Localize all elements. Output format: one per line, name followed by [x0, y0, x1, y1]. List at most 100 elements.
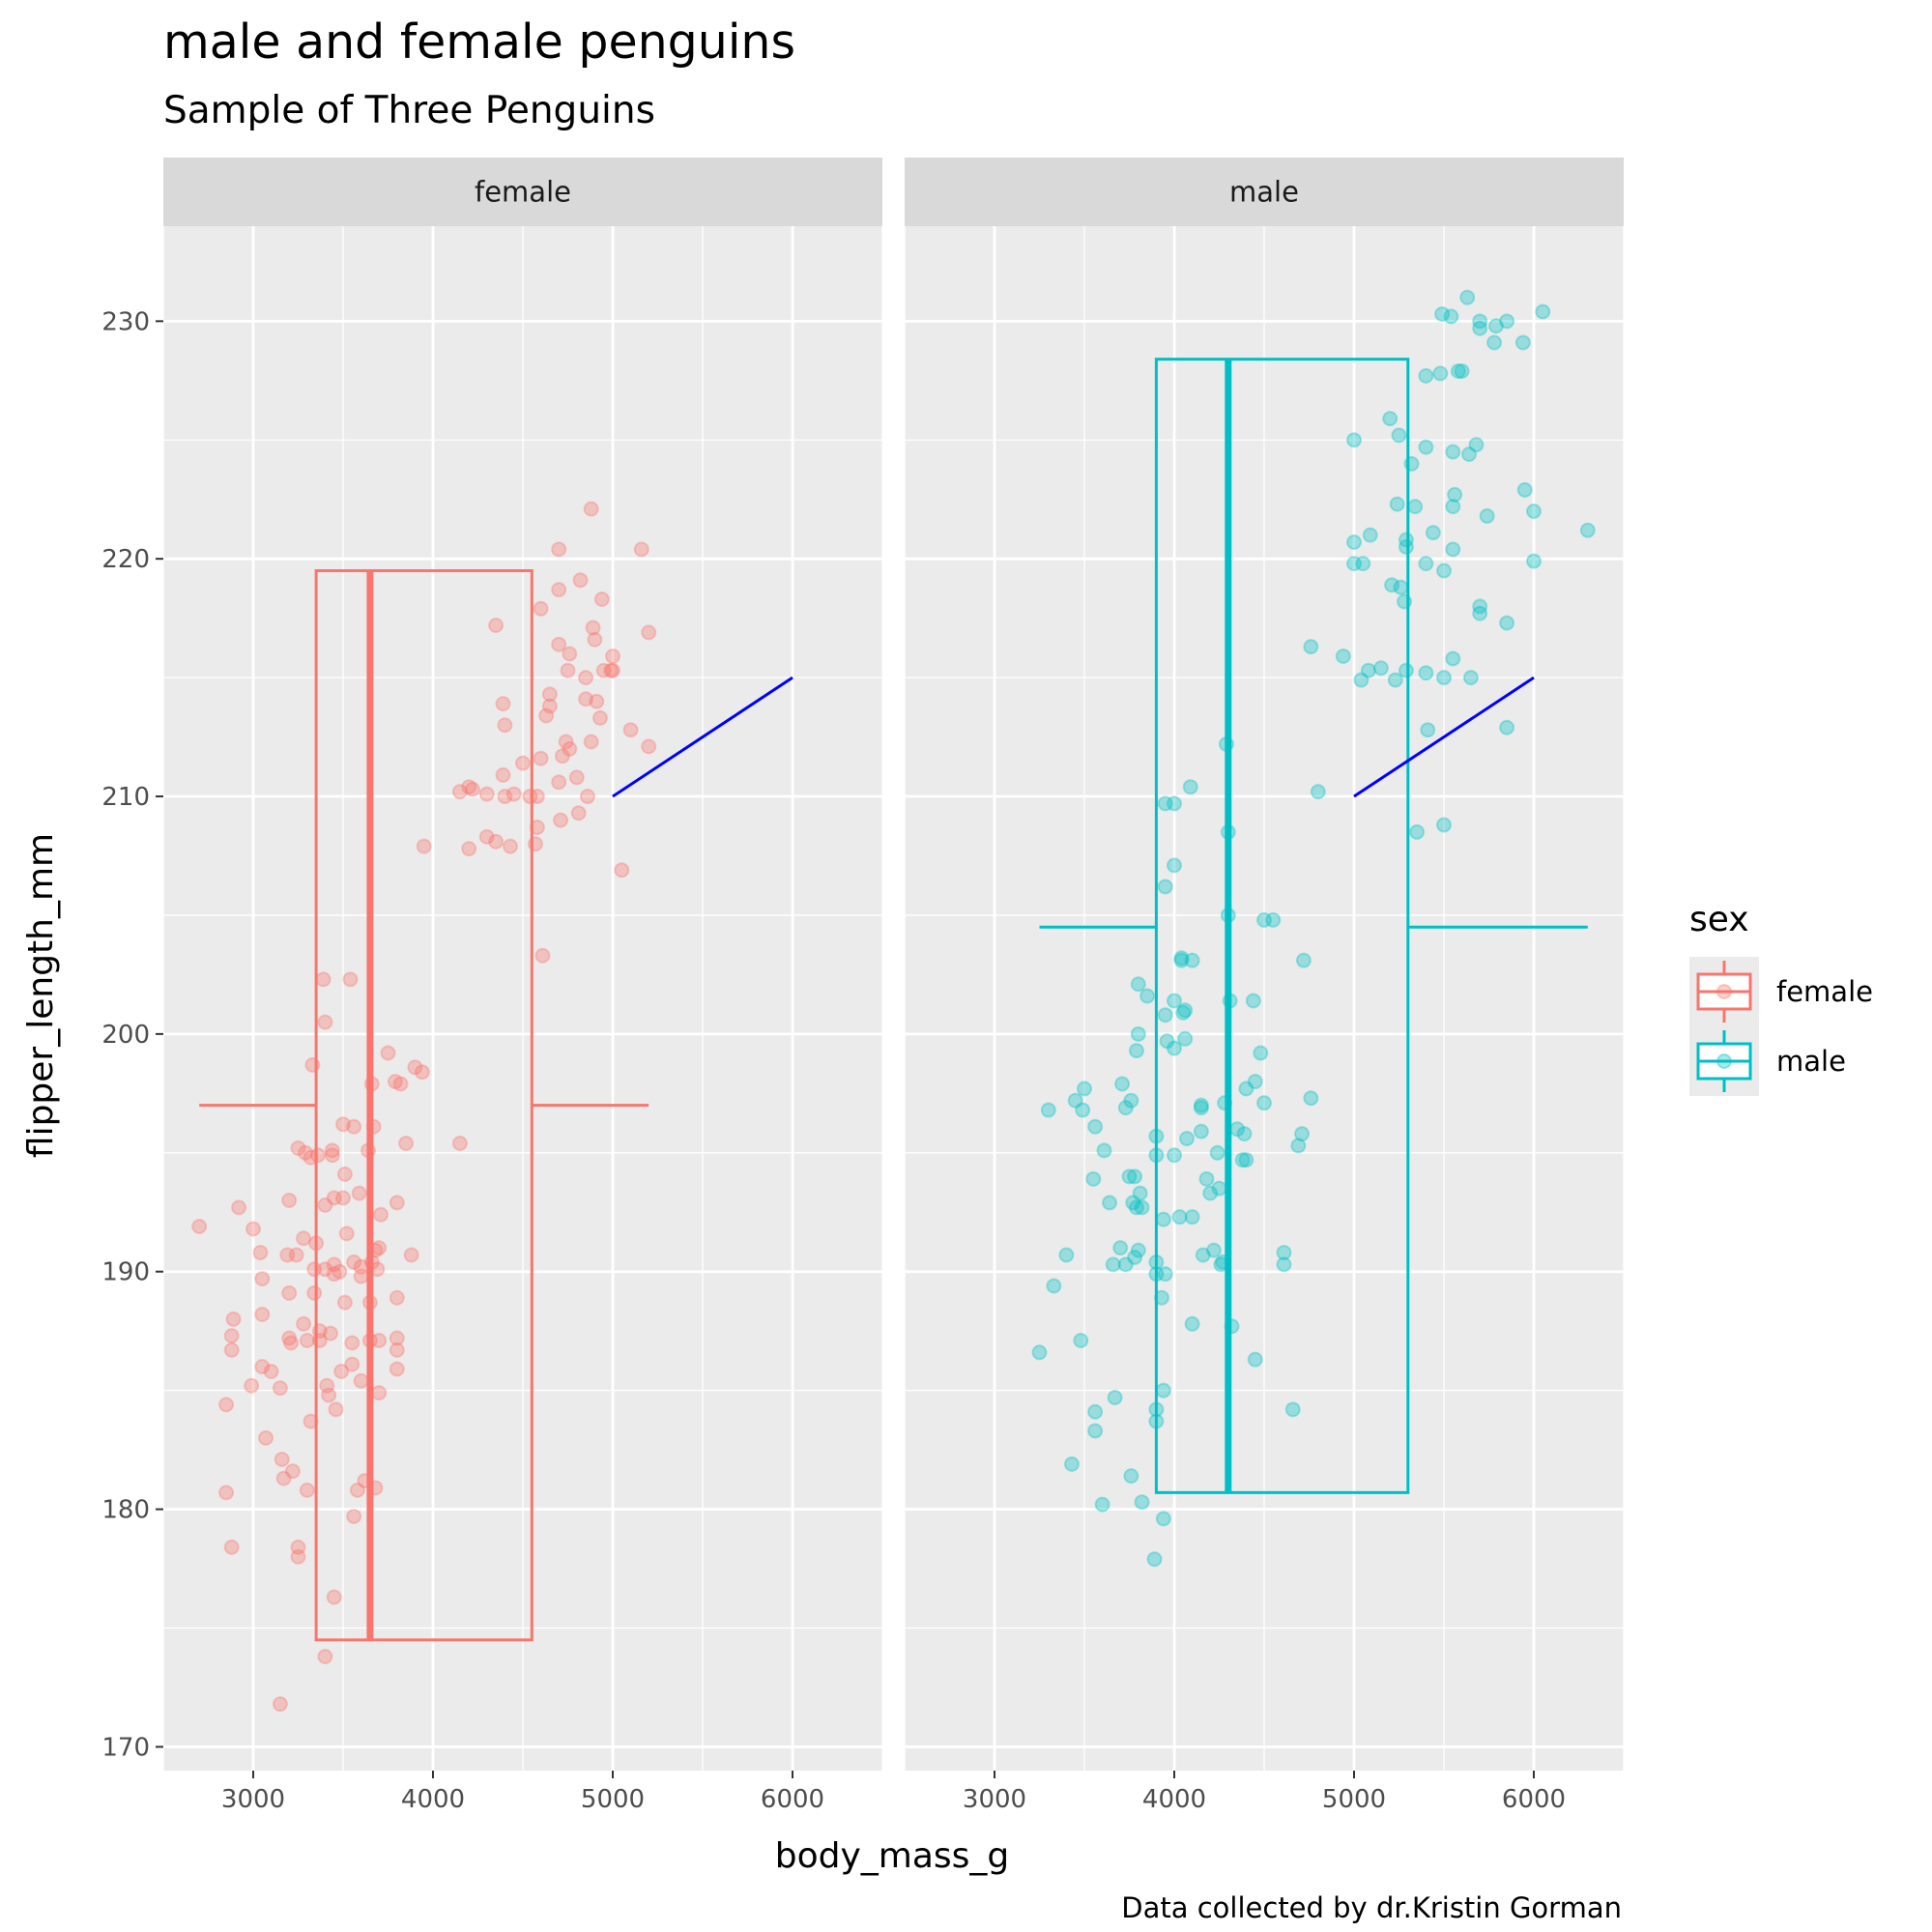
- data-point: [560, 662, 576, 678]
- data-point: [1209, 1144, 1226, 1161]
- data-point: [1130, 976, 1146, 993]
- data-point: [1353, 672, 1370, 688]
- x-axis-title: body_mass_g: [775, 1836, 1010, 1876]
- data-point: [1360, 662, 1376, 678]
- data-point: [502, 838, 518, 854]
- facet-panels: female 3000 4000 5000 6000 170 180 190 200 210 220…: [101, 158, 1625, 1814]
- data-point: [1175, 1004, 1192, 1021]
- data-point: [1462, 670, 1479, 686]
- data-point: [1459, 289, 1476, 305]
- data-point: [317, 1261, 333, 1278]
- data-point: [1087, 1118, 1104, 1135]
- data-point: [461, 779, 477, 795]
- data-point: [1155, 1382, 1171, 1399]
- data-point: [283, 1335, 300, 1351]
- data-point: [1355, 556, 1371, 572]
- data-point: [1245, 993, 1261, 1009]
- data-point: [1184, 1315, 1200, 1332]
- data-point: [591, 709, 608, 726]
- data-point: [324, 1142, 340, 1159]
- data-point: [1193, 1100, 1209, 1116]
- y-tick-label: 210: [101, 783, 150, 812]
- data-point: [1167, 993, 1182, 1009]
- scatter-points: [1031, 289, 1596, 1568]
- data-point: [1157, 1007, 1173, 1024]
- data-point: [570, 805, 587, 822]
- y-axis-title: flipper_length_mm: [21, 833, 61, 1158]
- data-point: [622, 722, 639, 738]
- x-tick-label: 4000: [401, 1785, 465, 1814]
- data-point: [284, 1463, 301, 1480]
- data-point: [1114, 1076, 1131, 1092]
- data-point: [258, 1429, 274, 1446]
- x-tick-label: 5000: [1322, 1785, 1386, 1814]
- data-point: [1310, 784, 1326, 800]
- data-point: [309, 1147, 326, 1164]
- data-point: [505, 786, 522, 802]
- data-point: [1472, 598, 1488, 615]
- data-point: [461, 841, 477, 857]
- data-point: [533, 750, 549, 766]
- data-point: [1031, 1344, 1048, 1361]
- data-point: [554, 748, 570, 764]
- data-point: [1173, 950, 1190, 966]
- data-point: [281, 1192, 298, 1208]
- data-point: [1134, 1494, 1150, 1511]
- data-point: [254, 1306, 271, 1322]
- data-point: [451, 1135, 468, 1151]
- data-point: [1247, 1074, 1263, 1090]
- data-point: [1157, 1266, 1173, 1283]
- data-point: [1155, 1511, 1171, 1527]
- data-point: [1436, 817, 1452, 833]
- data-point: [605, 662, 620, 678]
- data-point: [319, 1377, 335, 1394]
- data-point: [1461, 447, 1478, 463]
- data-point: [1294, 1126, 1311, 1142]
- y-tick-label: 220: [101, 545, 150, 574]
- y-tick-label: 200: [101, 1021, 150, 1050]
- data-point: [290, 1139, 306, 1156]
- data-point: [1179, 1131, 1196, 1147]
- boxplot: [199, 568, 649, 1642]
- data-point: [335, 1116, 351, 1133]
- data-point: [1443, 308, 1459, 325]
- data-point: [416, 838, 432, 854]
- data-point: [223, 1328, 240, 1344]
- data-point: [603, 662, 620, 678]
- data-point: [579, 789, 595, 805]
- data-point: [1157, 879, 1173, 895]
- data-point: [572, 572, 589, 589]
- data-point: [281, 1284, 298, 1301]
- data-point: [1420, 722, 1436, 738]
- data-point: [281, 1330, 298, 1346]
- chart-caption: Data collected by dr.Kristin Gorman: [1121, 1891, 1622, 1924]
- facet-strip-label: male: [1229, 176, 1299, 209]
- data-point: [299, 1333, 315, 1349]
- data-point: [551, 582, 567, 598]
- data-point: [1117, 1100, 1134, 1116]
- data-point: [1128, 1199, 1144, 1216]
- data-point: [1121, 1168, 1138, 1185]
- x-tick-label: 3000: [221, 1785, 285, 1814]
- data-point: [1535, 303, 1551, 320]
- data-point: [389, 1289, 405, 1306]
- legend-key-point: [1716, 984, 1732, 999]
- data-point: [522, 789, 538, 805]
- data-point: [1256, 911, 1272, 928]
- y-tick-label: 180: [101, 1496, 150, 1525]
- reference-line: [612, 676, 793, 798]
- data-point: [223, 1341, 240, 1358]
- data-point: [346, 1118, 362, 1135]
- data-point: [336, 1294, 353, 1311]
- data-point: [389, 1195, 405, 1211]
- data-point: [451, 784, 468, 800]
- data-point: [1362, 527, 1378, 543]
- data-point: [1499, 615, 1515, 631]
- data-point: [1238, 1152, 1254, 1168]
- data-point: [1418, 439, 1434, 455]
- data-point: [1123, 1468, 1139, 1485]
- data-point: [1193, 1097, 1209, 1113]
- data-point: [315, 971, 332, 988]
- data-point: [1096, 1142, 1112, 1159]
- data-point: [1067, 1092, 1083, 1109]
